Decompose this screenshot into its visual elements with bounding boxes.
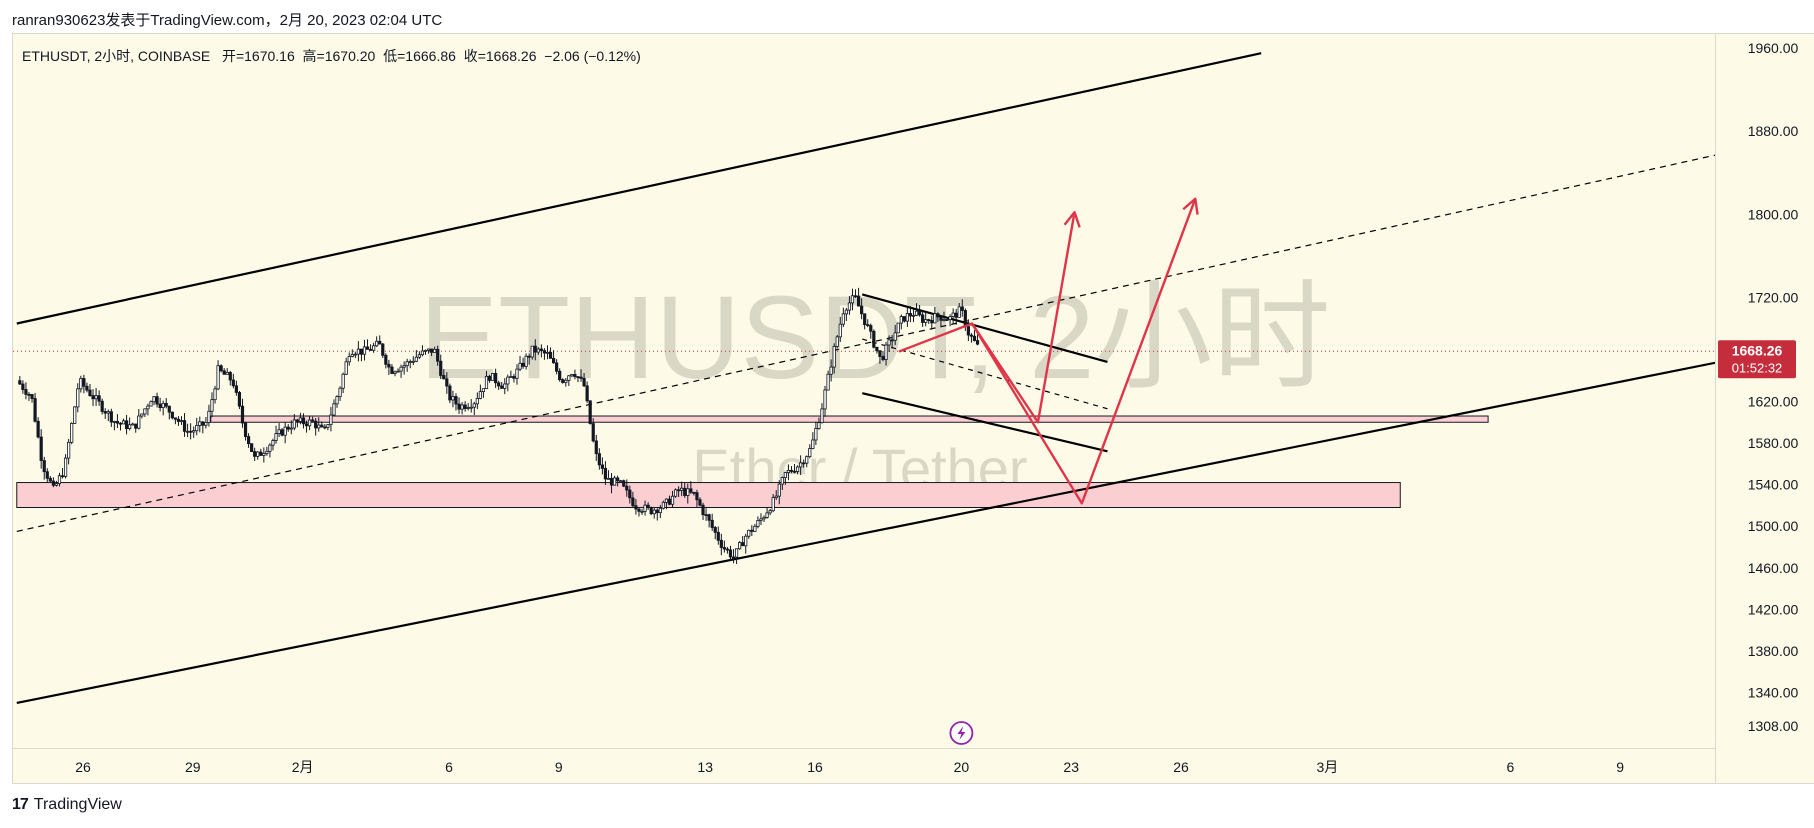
brand-name: TradingView: [33, 796, 122, 813]
high-value: 1670.20: [324, 48, 376, 64]
chart-pane[interactable]: [12, 33, 1716, 784]
low-value: 1666.86: [405, 48, 456, 64]
legend-sep: ,: [130, 48, 138, 64]
legend-interval[interactable]: 2小时: [94, 48, 131, 64]
low-label: 低: [383, 48, 398, 64]
open-label: 开: [221, 48, 236, 64]
close-label: 收: [463, 48, 478, 64]
open-value: 1670.16: [244, 48, 295, 64]
publisher-line: ranran930623发表于TradingView.com，2月 20, 20…: [12, 12, 443, 29]
tradingview-logo-icon: 17: [12, 796, 29, 813]
high-label: 高: [302, 48, 317, 64]
legend-symbol[interactable]: ETHUSDT: [22, 48, 87, 64]
close-value: 1668.26: [485, 48, 537, 64]
ohlc-legend: ETHUSDT, 2小时, COINBASE 开=1670.16 高=1670.…: [22, 48, 641, 64]
legend-sep: ,: [86, 48, 95, 64]
legend-exchange: COINBASE: [137, 48, 211, 64]
change-value: −2.06 (−0.12%): [544, 48, 641, 64]
price-axis[interactable]: [1716, 33, 1814, 784]
footer-brand[interactable]: 17 TradingView: [12, 796, 122, 814]
time-axis[interactable]: [12, 748, 1716, 784]
